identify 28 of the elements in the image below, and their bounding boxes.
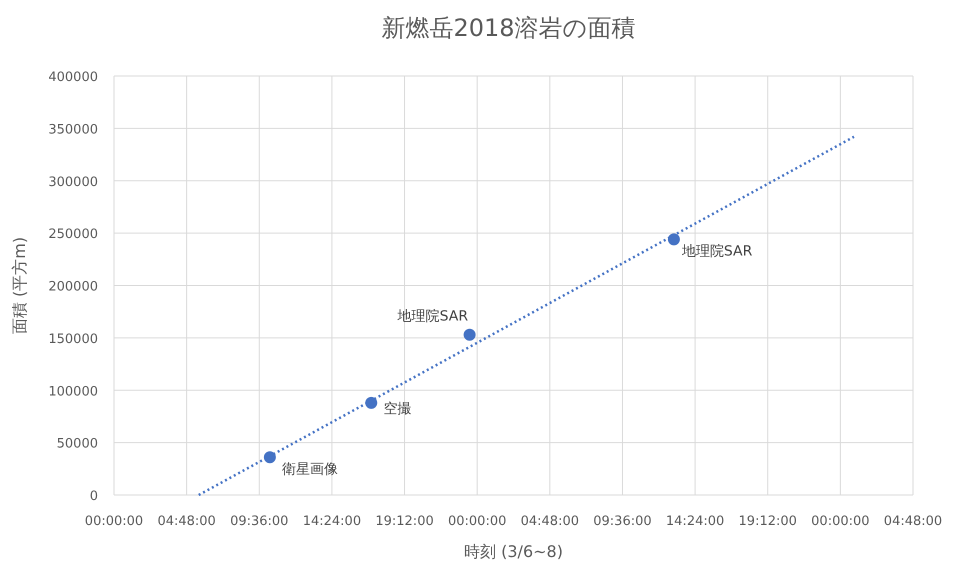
y-tick-label: 100000 bbox=[48, 384, 98, 400]
y-tick-label: 300000 bbox=[48, 174, 98, 190]
y-tick-label: 150000 bbox=[48, 332, 98, 347]
y-tick-label: 250000 bbox=[48, 227, 98, 242]
x-tick-label: 04:48:00 bbox=[884, 514, 942, 529]
chart-title: 新燃岳2018溶岩の面積 bbox=[381, 14, 636, 42]
annotation: 地理院SAR bbox=[396, 308, 468, 325]
x-tick-label: 14:24:00 bbox=[302, 514, 362, 529]
x-tick-label: 19:12:00 bbox=[738, 514, 797, 529]
y-tick-label: 0 bbox=[90, 489, 98, 504]
x-tick-label: 14:24:00 bbox=[666, 514, 724, 529]
x-tick-label: 00:00:00 bbox=[84, 514, 144, 529]
annotation: 空撮 bbox=[383, 400, 412, 417]
x-tick-label: 04:48:00 bbox=[520, 514, 580, 529]
x-axis-title: 時刻 (3/6~8) bbox=[464, 542, 563, 561]
annotation: 衛星画像 bbox=[282, 461, 338, 478]
x-tick-label: 09:36:00 bbox=[230, 514, 288, 529]
annotation: 地理院SAR bbox=[680, 243, 753, 260]
x-tick-label: 09:36:00 bbox=[593, 514, 652, 529]
y-tick-label: 350000 bbox=[48, 122, 98, 138]
y-axis-title: 面積 (平方m) bbox=[10, 236, 29, 334]
x-tick-label: 00:00:00 bbox=[811, 514, 870, 529]
y-tick-label: 200000 bbox=[48, 280, 98, 294]
x-tick-label: 19:12:00 bbox=[375, 514, 434, 529]
y-tick-label: 400000 bbox=[48, 70, 98, 85]
y-tick-label: 50000 bbox=[56, 436, 98, 452]
x-tick-label: 04:48:00 bbox=[157, 514, 216, 529]
x-tick-label: 00:00:00 bbox=[448, 514, 506, 529]
